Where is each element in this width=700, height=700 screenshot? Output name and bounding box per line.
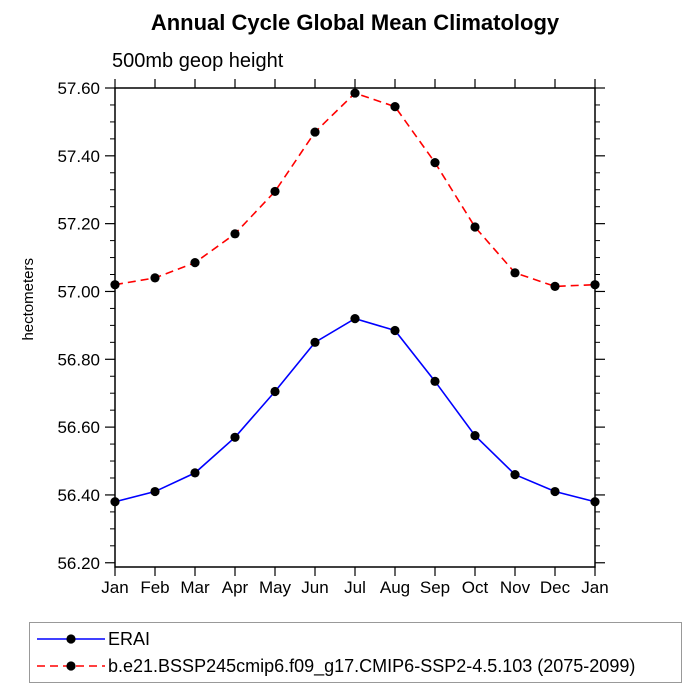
x-tick-label: Nov	[500, 578, 531, 597]
chart-title: Annual Cycle Global Mean Climatology	[150, 10, 560, 35]
legend-box: ERAI b.e21.BSSP245cmip6.f09_g17.CMIP6-SS…	[29, 622, 682, 683]
data-point-marker	[150, 486, 160, 497]
legend-line-sample-model	[37, 661, 105, 671]
legend-marker-icon	[66, 634, 76, 644]
x-tick-label: Feb	[140, 578, 169, 597]
x-tick-label: Jun	[301, 578, 328, 597]
x-tick-label: Oct	[462, 578, 489, 597]
x-tick-label: Jul	[344, 578, 366, 597]
series-line-0	[114, 317, 596, 503]
data-point-marker	[350, 88, 360, 98]
x-tick-label: Jan	[101, 578, 128, 597]
data-point-marker	[110, 280, 120, 290]
data-point-marker	[270, 186, 280, 197]
data-point-marker	[390, 102, 400, 112]
data-point-marker	[590, 497, 600, 507]
data-point-marker	[390, 325, 400, 336]
data-point-marker	[510, 469, 520, 480]
data-point-marker	[550, 486, 560, 497]
legend-entry-erai: ERAI	[35, 626, 681, 653]
y-tick-label: 57.40	[57, 147, 100, 166]
y-tick-label: 56.40	[57, 486, 100, 505]
data-point-marker	[310, 127, 320, 137]
chart-subtitle: 500mb geop height	[112, 50, 284, 72]
plot-frame	[114, 87, 596, 568]
data-point-marker	[510, 268, 520, 278]
legend-marker-icon	[66, 661, 76, 671]
data-point-marker	[310, 337, 320, 347]
y-tick-label: 56.60	[57, 418, 100, 437]
y-tick-label: 57.20	[57, 215, 100, 234]
data-point-marker	[230, 229, 240, 239]
legend-line-sample-erai	[37, 634, 105, 644]
data-point-marker	[230, 432, 240, 442]
y-tick-label: 56.80	[57, 350, 100, 369]
data-point-marker	[470, 222, 480, 232]
y-tick-label: 56.20	[57, 554, 100, 573]
y-tick-label: 57.00	[57, 282, 100, 301]
x-tick-label: Jan	[581, 578, 608, 597]
x-tick-label: Sep	[420, 578, 450, 597]
data-point-marker	[190, 468, 200, 478]
legend-label-erai: ERAI	[108, 628, 151, 649]
data-point-marker	[150, 273, 160, 283]
data-point-marker	[590, 280, 600, 290]
series-line-1	[114, 92, 596, 288]
data-point-marker	[470, 430, 480, 441]
x-tick-label: Apr	[222, 578, 249, 597]
data-point-marker	[190, 258, 200, 268]
legend-entry-model: b.e21.BSSP245cmip6.f09_g17.CMIP6-SSP2-4.…	[35, 653, 681, 680]
y-tick-label: 57.60	[57, 79, 100, 98]
x-tick-label: Aug	[380, 578, 410, 597]
data-point-marker	[270, 386, 280, 397]
x-tick-label: Mar	[180, 578, 210, 597]
data-point-marker	[110, 497, 120, 507]
plot-area: Jan Feb Mar Apr May Jun Jul Aug Sep Oct Nov Dec Jan5…	[57, 79, 609, 597]
data-point-marker	[430, 376, 440, 386]
x-tick-label: May	[259, 578, 292, 597]
data-point-marker	[350, 313, 360, 324]
data-point-marker	[430, 158, 440, 168]
data-point-marker	[550, 281, 560, 291]
legend-label-model: b.e21.BSSP245cmip6.f09_g17.CMIP6-SSP2-4.…	[108, 655, 636, 676]
x-tick-label: Dec	[540, 578, 571, 597]
